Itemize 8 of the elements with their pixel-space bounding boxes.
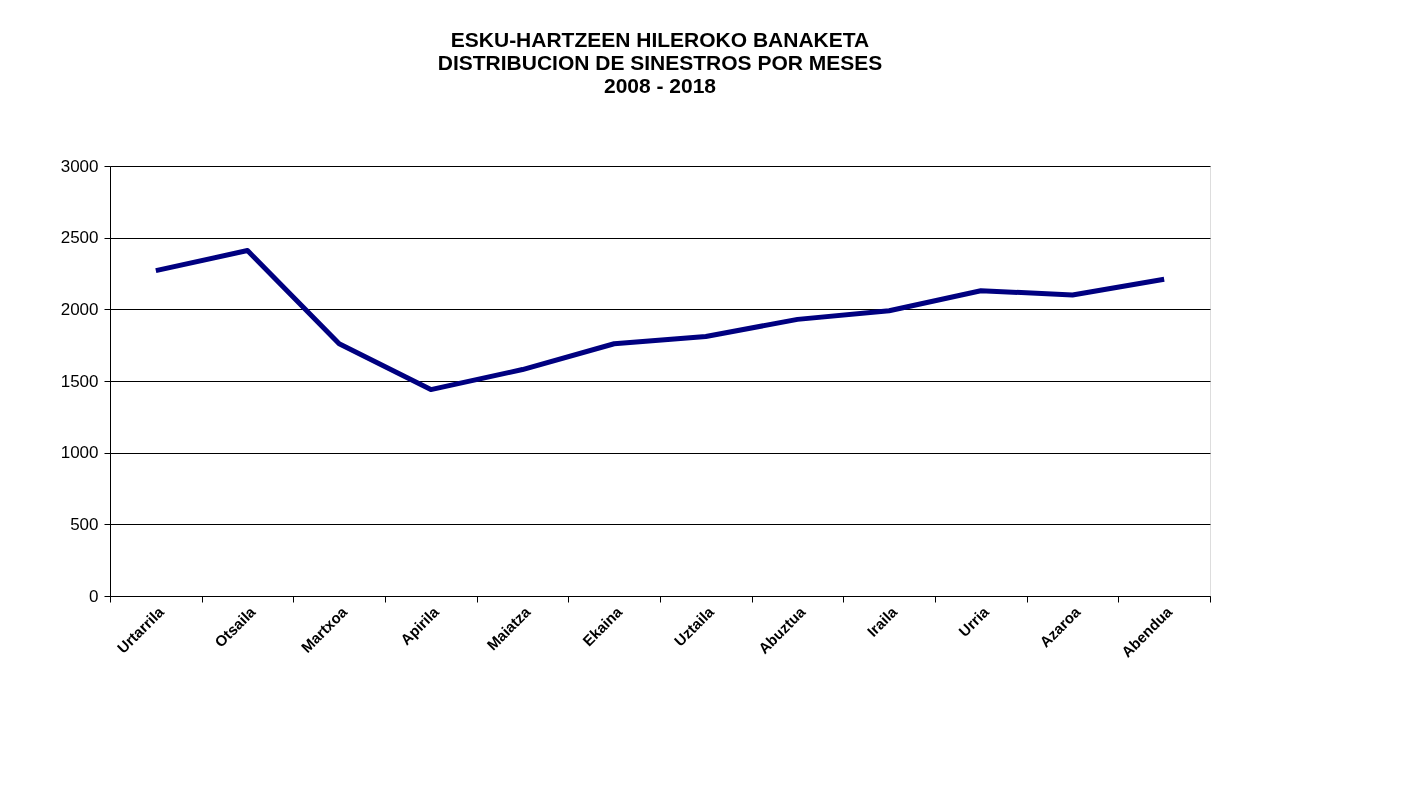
y-tick-label: 1000 [60, 443, 99, 463]
y-tick-label: 500 [70, 514, 99, 534]
y-tick-label: 3000 [60, 156, 99, 176]
chart-title: ESKU-HARTZEEN HILEROKO BANAKETA DISTRIBUCION DE SINESTROS POR MESES 2008 - 2018 [437, 28, 883, 97]
y-tick-label: 0 [89, 586, 99, 606]
y-tick-label: 2000 [60, 299, 99, 319]
y-tick-label: 1500 [60, 371, 99, 391]
y-tick-label: 2500 [60, 228, 99, 248]
